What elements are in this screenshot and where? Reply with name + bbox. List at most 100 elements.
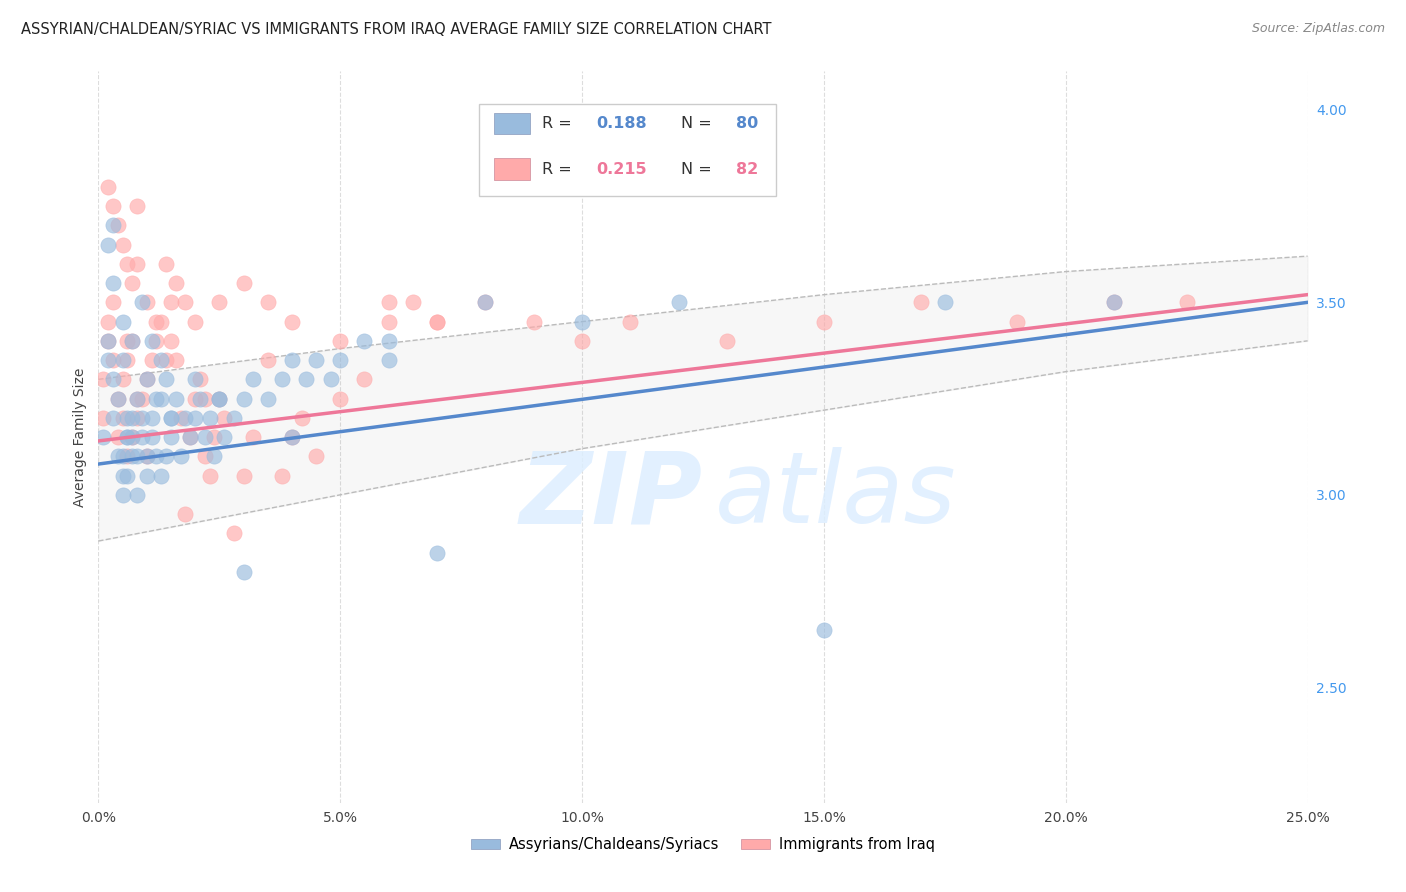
Point xyxy=(329,353,352,368)
Point xyxy=(208,392,231,406)
Text: 0.215: 0.215 xyxy=(596,161,647,177)
Point xyxy=(222,526,245,541)
Point xyxy=(141,410,163,425)
Point xyxy=(111,353,134,368)
Point xyxy=(141,334,163,348)
Point xyxy=(107,219,129,233)
Point xyxy=(402,295,425,310)
Point xyxy=(242,372,264,386)
Point xyxy=(97,179,120,194)
Point xyxy=(111,488,134,502)
Point xyxy=(97,353,120,368)
Point xyxy=(523,315,546,329)
Legend: Assyrians/Chaldeans/Syriacs, Immigrants from Iraq: Assyrians/Chaldeans/Syriacs, Immigrants … xyxy=(465,831,941,858)
Point xyxy=(107,450,129,464)
Point xyxy=(232,276,254,290)
Point xyxy=(208,392,231,406)
Point xyxy=(619,315,641,329)
Point xyxy=(474,295,496,310)
Point xyxy=(150,468,173,483)
Point xyxy=(169,450,191,464)
Point xyxy=(377,315,399,329)
Text: N =: N = xyxy=(682,116,717,131)
Point xyxy=(426,545,449,559)
Point xyxy=(121,276,143,290)
Point xyxy=(305,353,328,368)
Point xyxy=(188,392,211,406)
Point xyxy=(117,334,139,348)
Point xyxy=(155,257,177,271)
Point xyxy=(111,410,134,425)
Point xyxy=(107,430,129,444)
Point xyxy=(204,450,226,464)
Point xyxy=(377,334,399,348)
Point xyxy=(135,295,157,310)
Text: 82: 82 xyxy=(735,161,758,177)
Point xyxy=(160,430,183,444)
Point xyxy=(111,468,134,483)
Point xyxy=(165,353,187,368)
Point xyxy=(813,623,835,637)
Point xyxy=(150,392,173,406)
Point xyxy=(165,392,187,406)
Point xyxy=(232,468,254,483)
Point xyxy=(232,565,254,579)
Point xyxy=(256,392,278,406)
Point xyxy=(121,410,143,425)
Point xyxy=(101,295,124,310)
Point xyxy=(305,450,328,464)
Point xyxy=(160,295,183,310)
Point xyxy=(121,334,143,348)
Point xyxy=(131,392,153,406)
Point xyxy=(111,450,134,464)
Point xyxy=(377,353,399,368)
Point xyxy=(377,295,399,310)
Point xyxy=(281,430,304,444)
Point xyxy=(160,410,183,425)
Point xyxy=(111,237,134,252)
Point xyxy=(121,430,143,444)
Point xyxy=(174,410,197,425)
Point xyxy=(127,392,149,406)
Point xyxy=(256,353,278,368)
Text: R =: R = xyxy=(543,116,576,131)
Point xyxy=(426,315,449,329)
Point xyxy=(155,353,177,368)
Point xyxy=(194,450,217,464)
Point xyxy=(97,315,120,329)
Point xyxy=(271,372,294,386)
Point xyxy=(290,410,312,425)
Point xyxy=(169,410,191,425)
Point xyxy=(160,410,183,425)
Point xyxy=(184,392,207,406)
Point xyxy=(145,392,167,406)
Point xyxy=(934,295,956,310)
Point xyxy=(179,430,201,444)
Point xyxy=(127,392,149,406)
Text: R =: R = xyxy=(543,161,576,177)
Point xyxy=(813,315,835,329)
Point xyxy=(117,468,139,483)
Point xyxy=(101,372,124,386)
Point xyxy=(198,410,221,425)
Point xyxy=(127,450,149,464)
Point xyxy=(135,450,157,464)
Point xyxy=(155,450,177,464)
Point xyxy=(107,392,129,406)
Point xyxy=(117,410,139,425)
Point xyxy=(160,334,183,348)
Point xyxy=(474,295,496,310)
Text: N =: N = xyxy=(682,161,717,177)
Point xyxy=(1175,295,1198,310)
Point xyxy=(101,353,124,368)
Point xyxy=(208,392,231,406)
Point xyxy=(97,334,120,348)
Point xyxy=(179,430,201,444)
Point xyxy=(256,295,278,310)
Point xyxy=(174,507,197,521)
Point xyxy=(117,430,139,444)
Point xyxy=(716,334,738,348)
Point xyxy=(91,410,114,425)
Point xyxy=(1102,295,1125,310)
Point xyxy=(329,392,352,406)
